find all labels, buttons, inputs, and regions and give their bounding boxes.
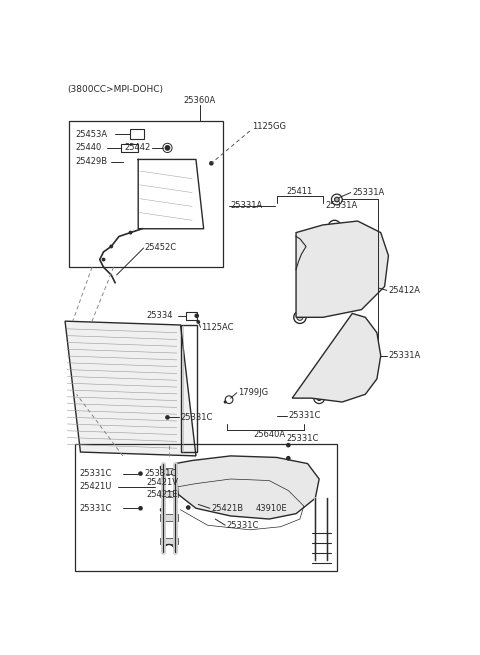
Text: 25421U: 25421U — [79, 482, 111, 491]
Text: 25331C: 25331C — [79, 504, 111, 513]
Polygon shape — [175, 456, 319, 519]
Bar — [160, 514, 178, 521]
Circle shape — [194, 314, 199, 318]
Text: 1125GG: 1125GG — [252, 122, 286, 131]
Bar — [160, 468, 178, 474]
Text: 25452C: 25452C — [144, 244, 177, 252]
Bar — [69, 121, 223, 267]
Text: 25440: 25440 — [75, 143, 101, 153]
Bar — [75, 444, 337, 571]
Text: 25421V: 25421V — [146, 477, 178, 487]
Text: 25331C: 25331C — [144, 469, 177, 478]
Circle shape — [138, 472, 143, 476]
Bar — [180, 325, 197, 452]
Circle shape — [165, 415, 170, 420]
Circle shape — [317, 396, 322, 400]
Circle shape — [186, 505, 191, 510]
Circle shape — [332, 223, 337, 229]
Circle shape — [224, 400, 227, 403]
Circle shape — [335, 197, 339, 202]
Bar — [121, 144, 138, 152]
Text: 25429B: 25429B — [75, 157, 107, 166]
Circle shape — [196, 320, 200, 324]
Text: 25412A: 25412A — [388, 286, 420, 295]
Bar — [186, 312, 197, 320]
Polygon shape — [296, 221, 388, 317]
Text: 25421B: 25421B — [211, 504, 243, 513]
Text: 25411: 25411 — [287, 187, 313, 196]
Text: 25331C: 25331C — [288, 411, 321, 421]
Text: 25640A: 25640A — [253, 430, 285, 439]
Circle shape — [109, 244, 113, 248]
Circle shape — [138, 506, 143, 510]
Circle shape — [102, 257, 106, 261]
Bar — [160, 538, 178, 544]
Text: (3800CC>MPI-DOHC): (3800CC>MPI-DOHC) — [67, 85, 163, 94]
Circle shape — [129, 231, 132, 234]
Bar — [160, 491, 178, 498]
Circle shape — [160, 465, 164, 470]
Circle shape — [297, 314, 303, 320]
Text: 25331A: 25331A — [325, 201, 358, 210]
Circle shape — [160, 508, 164, 512]
Text: 25331C: 25331C — [79, 469, 111, 478]
Text: 25331C: 25331C — [287, 434, 319, 443]
Polygon shape — [292, 314, 381, 402]
Text: 25331A: 25331A — [388, 351, 420, 360]
Text: 1799JG: 1799JG — [238, 388, 268, 398]
Bar — [131, 130, 144, 139]
Text: 43910E: 43910E — [256, 504, 288, 513]
Text: 25421E: 25421E — [146, 490, 178, 499]
Text: 25442: 25442 — [124, 143, 151, 153]
Circle shape — [286, 443, 291, 447]
Text: 1125AC: 1125AC — [201, 323, 234, 332]
Text: 25331A: 25331A — [352, 188, 384, 197]
Polygon shape — [65, 321, 196, 456]
Text: 25331C: 25331C — [227, 521, 259, 530]
Circle shape — [165, 145, 170, 150]
Circle shape — [286, 456, 291, 460]
Text: 25334: 25334 — [146, 311, 172, 320]
Circle shape — [209, 161, 214, 166]
Text: 25360A: 25360A — [184, 96, 216, 105]
Text: 25453A: 25453A — [75, 130, 107, 139]
Text: 25331C: 25331C — [180, 413, 213, 422]
Text: 25331A: 25331A — [230, 201, 263, 210]
